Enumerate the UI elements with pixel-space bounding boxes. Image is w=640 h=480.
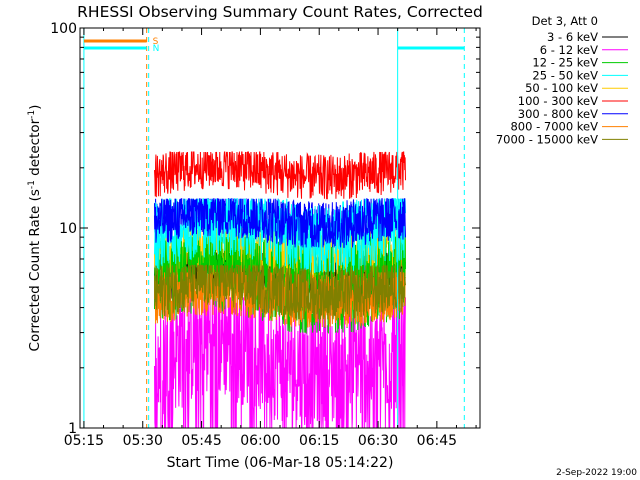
y-tick-label: 1: [68, 421, 77, 437]
legend-label: 3 - 6 keV: [547, 30, 598, 44]
saa-flag-label: S: [153, 37, 159, 47]
plot-area: SN 05:15 05:30 05:45 06:00 06:15 06:30 06:45 1…: [50, 21, 481, 449]
flag-layer: SN: [83, 28, 465, 428]
series-line: [154, 150, 406, 200]
x-tick-label: 05:45: [181, 433, 221, 449]
x-axis-ticks: 05:15 05:30 05:45 06:00 06:15 06:30 06:45: [64, 28, 477, 449]
y-axis-label: Corrected Count Rate (s-1 detector-1): [27, 105, 43, 352]
y-tick-label: 10: [59, 221, 77, 237]
x-tick-label: 06:30: [358, 433, 398, 449]
x-tick-label: 06:45: [417, 433, 457, 449]
x-tick-label: 05:30: [123, 433, 163, 449]
series-line: [154, 263, 406, 320]
legend-label: 100 - 300 keV: [518, 94, 598, 108]
x-tick-label: 06:00: [240, 433, 280, 449]
legend-label: 6 - 12 keV: [540, 43, 598, 57]
legend-label: 300 - 800 keV: [518, 107, 598, 121]
series-layer: [154, 150, 406, 429]
x-tick-label: 05:15: [64, 433, 104, 449]
footer-date: 2-Sep-2022 19:00: [556, 468, 637, 478]
y-axis-ticks: 1 10 100: [50, 21, 480, 437]
legend-label: 7000 - 15000 keV: [496, 132, 598, 146]
legend-label: 25 - 50 keV: [532, 68, 598, 82]
series-line: [154, 198, 406, 248]
chart-title: RHESSI Observing Summary Count Rates, Co…: [77, 3, 483, 21]
x-axis-label: Start Time (06-Mar-18 05:14:22): [167, 455, 394, 471]
legend-header: Det 3, Att 0: [532, 14, 598, 28]
x-tick-label: 06:15: [299, 433, 339, 449]
night-flag-label: N: [153, 44, 160, 54]
legend-label: 50 - 100 keV: [525, 81, 598, 95]
legend-label: 800 - 7000 keV: [510, 120, 598, 134]
legend-label: 12 - 25 keV: [532, 56, 598, 70]
y-tick-label: 100: [50, 21, 77, 37]
